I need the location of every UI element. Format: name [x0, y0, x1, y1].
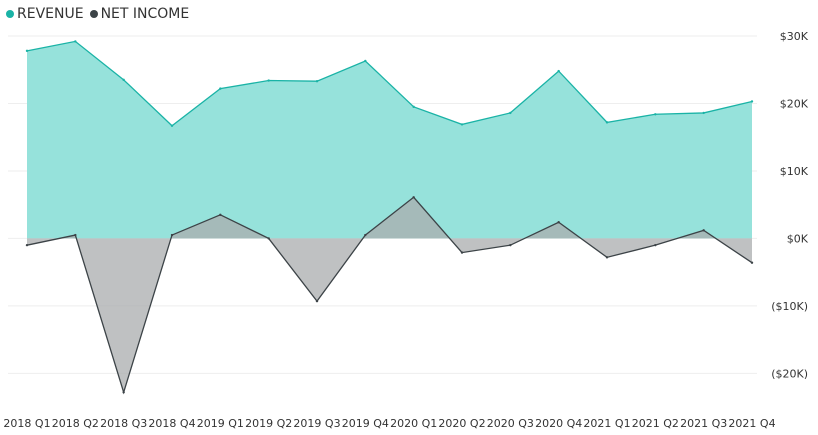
- x-tick-label: 2020 Q3: [487, 417, 534, 430]
- revenue-point[interactable]: [25, 49, 29, 53]
- revenue-area: [27, 41, 752, 239]
- y-tick-label: ($10K): [771, 300, 808, 313]
- x-tick-label: 2021 Q2: [632, 417, 679, 430]
- net-income-point[interactable]: [460, 251, 464, 254]
- net-income-point[interactable]: [654, 243, 657, 247]
- net-income-point[interactable]: [750, 261, 754, 264]
- revenue-point[interactable]: [557, 69, 560, 73]
- y-tick-label: $30K: [780, 30, 809, 43]
- x-tick-label: 2019 Q1: [197, 417, 244, 430]
- area-layer: [27, 41, 752, 393]
- legend-item-net-income[interactable]: NET INCOME: [89, 6, 190, 22]
- net-income-point[interactable]: [364, 233, 367, 237]
- net-income-point[interactable]: [605, 256, 609, 259]
- revenue-point[interactable]: [315, 80, 319, 83]
- net-income-point[interactable]: [412, 196, 415, 199]
- legend-dot-net-income-icon: [89, 10, 98, 18]
- revenue-point[interactable]: [412, 105, 415, 109]
- net-income-point[interactable]: [25, 243, 29, 247]
- x-tick-label: 2020 Q1: [390, 417, 437, 430]
- net-income-point[interactable]: [122, 391, 125, 394]
- legend-label-revenue: REVENUE: [17, 6, 84, 22]
- revenue-point[interactable]: [702, 111, 705, 115]
- revenue-point[interactable]: [460, 123, 464, 126]
- x-tick-label: 2018 Q2: [52, 417, 99, 430]
- x-tick-label: 2018 Q4: [148, 417, 195, 430]
- revenue-point[interactable]: [605, 121, 609, 124]
- x-tick-label: 2021 Q3: [680, 417, 727, 430]
- revenue-point[interactable]: [654, 113, 657, 116]
- y-tick-label: $10K: [780, 165, 809, 178]
- line-layer: [25, 40, 754, 395]
- legend-item-revenue[interactable]: REVENUE: [6, 6, 84, 22]
- legend-label-net-income: NET INCOME: [100, 6, 190, 22]
- revenue-point[interactable]: [364, 59, 367, 63]
- revenue-point[interactable]: [122, 78, 125, 82]
- x-tick-label: 2021 Q4: [728, 417, 775, 430]
- net-income-point[interactable]: [509, 243, 512, 247]
- y-tick-label: ($20K): [771, 367, 808, 380]
- x-tick-label: 2020 Q2: [438, 417, 485, 430]
- y-axis-ticks: $30K $20K $10K $0K ($10K) ($20K): [771, 30, 809, 380]
- x-tick-label: 2021 Q1: [583, 417, 630, 430]
- revenue-line: [26, 40, 753, 127]
- legend: REVENUE NET INCOME: [6, 6, 195, 22]
- revenue-point[interactable]: [267, 79, 270, 82]
- revenue-point[interactable]: [750, 100, 754, 103]
- x-tick-label: 2018 Q3: [100, 417, 147, 430]
- net-income-point[interactable]: [557, 221, 560, 224]
- net-income-point[interactable]: [315, 299, 319, 303]
- revenue-point[interactable]: [509, 111, 512, 115]
- net-income-point[interactable]: [702, 229, 705, 232]
- x-tick-label: 2019 Q4: [342, 417, 389, 430]
- revenue-point[interactable]: [74, 40, 77, 43]
- y-tick-label: $0K: [787, 232, 809, 245]
- x-tick-label: 2019 Q2: [245, 417, 292, 430]
- revenue-point[interactable]: [219, 87, 222, 90]
- y-tick-label: $20K: [780, 97, 809, 110]
- x-tick-label: 2019 Q3: [293, 417, 340, 430]
- net-income-point[interactable]: [170, 233, 174, 237]
- net-income-point[interactable]: [74, 233, 77, 237]
- x-axis-ticks: 2018 Q1 2018 Q2 2018 Q3 2018 Q4 2019 Q1 2019 …: [3, 417, 775, 430]
- net-income-point[interactable]: [219, 213, 222, 217]
- net-income-area: [27, 197, 752, 393]
- x-tick-label: 2018 Q1: [3, 417, 50, 430]
- legend-dot-revenue-icon: [6, 10, 14, 18]
- x-tick-label: 2020 Q4: [535, 417, 582, 430]
- net-income-point[interactable]: [267, 237, 270, 240]
- net-income-line: [26, 196, 753, 395]
- revenue-point[interactable]: [170, 124, 174, 127]
